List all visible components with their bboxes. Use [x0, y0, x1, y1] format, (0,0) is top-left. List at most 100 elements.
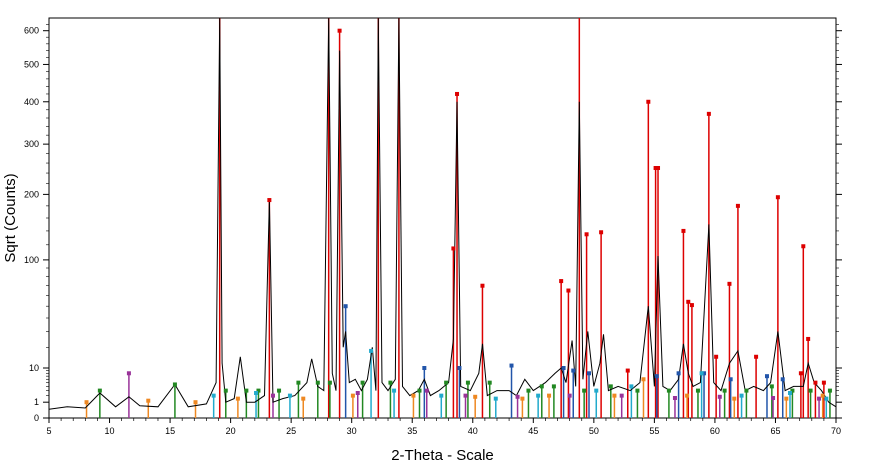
- reference-marker: [619, 393, 624, 398]
- reference-marker: [641, 377, 646, 382]
- reference-markers: [84, 28, 832, 405]
- reference-marker: [287, 393, 292, 398]
- reference-marker: [539, 384, 544, 389]
- x-tick-label: 70: [831, 426, 841, 436]
- reference-marker: [582, 388, 587, 393]
- reference-marker: [771, 396, 776, 400]
- reference-marker: [473, 394, 478, 399]
- reference-marker: [439, 393, 444, 398]
- x-tick-label: 30: [347, 426, 357, 436]
- reference-marker: [267, 198, 272, 203]
- reference-marker: [337, 28, 342, 33]
- x-axis-title: 2-Theta - Scale: [391, 447, 494, 464]
- reference-marker: [813, 380, 818, 385]
- reference-marker: [411, 393, 416, 398]
- x-tick-label: 40: [468, 426, 478, 436]
- reference-marker: [360, 380, 365, 385]
- x-tick-label: 55: [649, 426, 659, 436]
- reference-marker: [193, 400, 198, 405]
- reference-marker: [769, 384, 774, 389]
- reference-marker: [672, 396, 677, 400]
- reference-marker: [126, 371, 131, 376]
- reference-marker: [689, 303, 694, 308]
- reference-marker: [465, 380, 470, 385]
- y-tick-label: 300: [24, 139, 39, 149]
- reference-marker: [798, 371, 803, 376]
- x-tick-label: 45: [528, 426, 538, 436]
- reference-marker: [566, 288, 571, 293]
- reference-marker: [327, 380, 332, 385]
- reference-marker: [656, 166, 661, 170]
- reference-marker: [801, 244, 806, 249]
- reference-marker: [625, 368, 630, 373]
- x-tick-label: 50: [589, 426, 599, 436]
- reference-marker: [817, 396, 822, 401]
- reference-marker: [424, 388, 429, 393]
- reference-marker: [635, 388, 640, 393]
- reference-marker: [706, 111, 711, 116]
- reference-marker: [728, 377, 733, 382]
- reference-marker: [536, 393, 541, 398]
- x-tick-label: 25: [286, 426, 296, 436]
- y-tick-label: 10: [29, 363, 39, 373]
- pattern-line: [48, 17, 837, 410]
- reference-marker: [526, 388, 531, 393]
- reference-marker: [493, 396, 498, 401]
- reference-marker: [732, 396, 737, 401]
- reference-marker: [392, 388, 397, 393]
- reference-marker: [487, 380, 492, 385]
- reference-marker: [211, 393, 216, 398]
- reference-marker: [654, 374, 659, 379]
- reference-marker: [235, 396, 240, 401]
- y-axis-title: Sqrt (Counts): [2, 173, 19, 262]
- reference-marker: [567, 393, 572, 398]
- reference-marker: [417, 388, 422, 393]
- reference-marker: [821, 380, 826, 385]
- reference-marker: [608, 384, 613, 389]
- reference-marker: [146, 398, 151, 403]
- reference-marker: [824, 396, 829, 401]
- y-tick-label: 200: [24, 189, 39, 199]
- reference-marker: [515, 394, 520, 399]
- reference-marker: [806, 336, 811, 341]
- x-tick-label: 10: [105, 426, 115, 436]
- reference-marker: [547, 393, 552, 398]
- reference-marker: [480, 283, 485, 288]
- reference-marker: [775, 195, 780, 200]
- reference-marker: [594, 388, 599, 393]
- reference-marker: [666, 388, 671, 393]
- reference-marker: [739, 393, 744, 398]
- reference-marker: [764, 374, 769, 379]
- y-tick-label: 0: [34, 413, 39, 423]
- x-tick-label: 15: [165, 426, 175, 436]
- reference-marker: [784, 396, 789, 401]
- reference-marker: [315, 380, 320, 385]
- y-tick-label: 400: [24, 97, 39, 107]
- reference-marker: [727, 281, 732, 286]
- reference-marker: [301, 396, 306, 401]
- reference-marker: [699, 371, 704, 376]
- y-tick-label: 500: [24, 59, 39, 69]
- reference-marker: [695, 388, 700, 393]
- reference-marker: [787, 391, 792, 395]
- reference-marker: [551, 384, 556, 389]
- x-tick-label: 35: [407, 426, 417, 436]
- reference-marker: [455, 91, 460, 96]
- reference-marker: [463, 393, 468, 398]
- reference-marker: [754, 354, 759, 359]
- x-tick-label: 20: [226, 426, 236, 436]
- y-tick-label: 100: [24, 255, 39, 265]
- reference-marker: [244, 388, 249, 393]
- reference-marker: [520, 396, 525, 401]
- reference-marker: [808, 388, 813, 393]
- reference-marker: [587, 371, 592, 376]
- reference-marker: [561, 366, 566, 370]
- reference-marker: [296, 380, 301, 385]
- reference-marker: [827, 388, 832, 393]
- reference-marker: [256, 388, 261, 393]
- reference-marker: [444, 380, 449, 385]
- reference-marker: [254, 391, 259, 395]
- reference-marker: [646, 99, 651, 104]
- reference-marker: [422, 366, 427, 370]
